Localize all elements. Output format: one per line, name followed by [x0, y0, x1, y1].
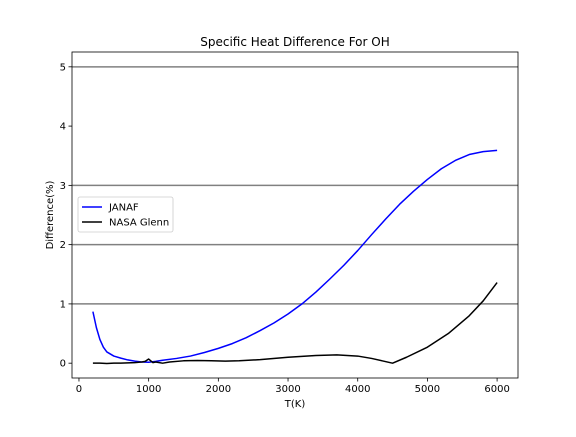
x-tick-label: 4000	[345, 384, 370, 395]
x-tick-label: 1000	[136, 384, 161, 395]
legend-label-nasa-glenn: NASA Glenn	[109, 218, 169, 229]
x-tick-label: 3000	[275, 384, 300, 395]
y-tick-label: 4	[60, 122, 66, 133]
y-tick-label: 0	[60, 359, 66, 370]
x-tick-label: 5000	[415, 384, 440, 395]
chart-title: Specific Heat Difference For OH	[200, 35, 390, 49]
x-axis: 0 1000 2000 3000 4000 5000 6000	[76, 378, 510, 395]
reference-lines	[72, 66, 518, 305]
series-layer	[92, 149, 498, 365]
x-tick-label: 6000	[484, 384, 509, 395]
x-axis-label: T(K)	[284, 399, 306, 410]
plot-frame	[71, 51, 519, 379]
legend: JANAF NASA Glenn	[77, 196, 174, 233]
y-axis-label: Difference(%)	[45, 180, 56, 249]
series-line-nasa-glenn	[92, 282, 498, 365]
y-axis: 0 1 2 3 4 5	[60, 62, 72, 370]
x-tick-label: 2000	[206, 384, 231, 395]
y-tick-label: 3	[60, 181, 66, 192]
y-tick-label: 2	[60, 240, 66, 251]
legend-box	[77, 196, 174, 233]
y-tick-label: 1	[60, 299, 66, 310]
series-line-janaf	[92, 149, 498, 364]
legend-label-janaf: JANAF	[108, 203, 139, 214]
x-tick-label: 0	[76, 384, 82, 395]
y-tick-label: 5	[60, 62, 66, 73]
